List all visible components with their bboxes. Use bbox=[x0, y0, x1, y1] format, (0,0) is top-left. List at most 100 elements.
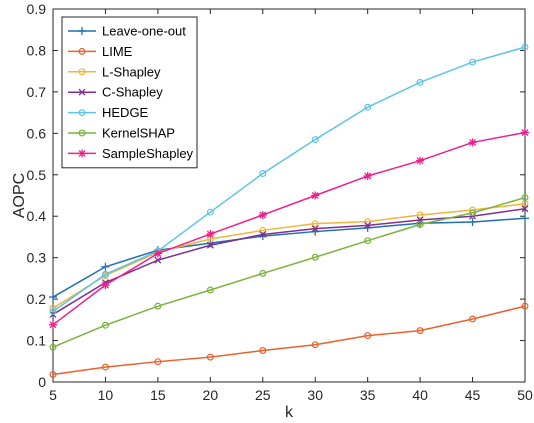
series-leave-one-out bbox=[49, 214, 529, 302]
data-point bbox=[521, 302, 529, 310]
legend-label: LIME bbox=[102, 44, 133, 59]
x-tick-label: 45 bbox=[465, 387, 481, 403]
series-line bbox=[52, 131, 526, 326]
data-point bbox=[416, 211, 424, 219]
data-point bbox=[311, 220, 319, 228]
legend-label: L-Shapley bbox=[102, 64, 161, 79]
legend-label: KernelSHAP bbox=[102, 126, 175, 141]
series-line bbox=[52, 203, 526, 309]
series-hedge bbox=[49, 43, 529, 316]
legend-item: SampleShapley bbox=[68, 146, 194, 161]
data-point bbox=[364, 221, 372, 229]
x-tick-label: 35 bbox=[360, 387, 376, 403]
x-tick-label: 50 bbox=[517, 387, 533, 403]
legend-label: HEDGE bbox=[102, 105, 149, 120]
data-point bbox=[416, 78, 424, 86]
data-point bbox=[259, 226, 267, 234]
x-tick-label: 40 bbox=[412, 387, 428, 403]
data-point bbox=[78, 109, 86, 117]
legend-item: HEDGE bbox=[68, 105, 149, 120]
y-axis: 0 0.1 0.2 0.3 0.4 0.5 0.6 0.7 0.8 0.9 bbox=[27, 1, 525, 390]
data-point bbox=[78, 88, 86, 96]
data-point bbox=[311, 253, 319, 261]
x-axis: 5 10 15 20 25 30 35 40 45 50 bbox=[49, 9, 533, 403]
data-point bbox=[521, 194, 529, 202]
legend-item: Leave-one-out bbox=[68, 24, 186, 39]
data-point bbox=[101, 363, 109, 371]
data-point bbox=[521, 214, 529, 223]
marker-stroke bbox=[259, 230, 267, 238]
x-tick-label: 25 bbox=[255, 387, 271, 403]
data-point bbox=[206, 353, 214, 361]
data-point bbox=[259, 347, 267, 354]
data-point bbox=[78, 47, 86, 55]
data-point bbox=[469, 58, 477, 66]
data-point bbox=[154, 302, 162, 310]
y-tick-label: 0.4 bbox=[27, 208, 47, 224]
marker-stroke bbox=[206, 230, 214, 238]
marker-stroke bbox=[469, 138, 477, 146]
data-point bbox=[469, 315, 477, 323]
marker-stroke bbox=[78, 149, 86, 157]
data-point bbox=[78, 27, 86, 35]
data-point bbox=[259, 269, 267, 277]
data-point bbox=[154, 256, 162, 264]
data-point bbox=[206, 230, 215, 239]
x-tick-label: 30 bbox=[307, 387, 323, 403]
data-point bbox=[101, 270, 109, 278]
x-tick-label: 10 bbox=[98, 387, 114, 403]
data-point bbox=[153, 249, 162, 258]
y-tick-label: 0.7 bbox=[27, 84, 47, 100]
data-point bbox=[311, 341, 319, 349]
marker-stroke bbox=[364, 221, 372, 229]
marker-stroke bbox=[521, 129, 529, 136]
data-point bbox=[258, 210, 267, 219]
data-point bbox=[311, 225, 319, 233]
data-point bbox=[259, 170, 267, 178]
x-axis-label: k bbox=[285, 404, 294, 421]
marker-stroke bbox=[49, 321, 57, 329]
marker-stroke bbox=[154, 256, 162, 264]
y-tick-label: 0.1 bbox=[27, 333, 47, 349]
series-line bbox=[52, 196, 526, 348]
marker-stroke bbox=[206, 241, 214, 249]
series-line bbox=[52, 46, 526, 313]
y-tick-label: 0.2 bbox=[27, 291, 47, 307]
data-point bbox=[206, 286, 214, 294]
marker-stroke bbox=[364, 172, 372, 180]
y-tick-label: 0 bbox=[38, 374, 46, 390]
legend-item: L-Shapley bbox=[68, 64, 161, 79]
marker-stroke bbox=[416, 157, 424, 165]
data-point bbox=[364, 237, 372, 245]
y-tick-label: 0.6 bbox=[27, 125, 47, 141]
x-tick-label: 5 bbox=[49, 387, 57, 403]
legend-label: C-Shapley bbox=[102, 85, 163, 100]
data-point bbox=[521, 128, 529, 137]
data-point bbox=[521, 43, 529, 51]
data-point bbox=[49, 293, 57, 302]
series-sampleshapley bbox=[49, 128, 529, 329]
data-point bbox=[78, 149, 86, 158]
data-point bbox=[416, 156, 425, 165]
y-tick-label: 0.5 bbox=[27, 167, 47, 183]
data-point bbox=[49, 320, 57, 329]
data-point bbox=[49, 343, 57, 351]
data-point bbox=[469, 209, 477, 217]
data-point bbox=[154, 358, 162, 366]
marker-stroke bbox=[311, 225, 319, 233]
marker-stroke bbox=[154, 250, 162, 257]
legend-item: KernelSHAP bbox=[68, 126, 175, 141]
marker-stroke bbox=[521, 205, 529, 213]
marker-stroke bbox=[311, 192, 319, 199]
data-point bbox=[363, 172, 372, 181]
legend-label: SampleShapley bbox=[102, 146, 194, 161]
y-axis-label: AOPC bbox=[11, 173, 28, 218]
y-tick-label: 0.3 bbox=[27, 250, 47, 266]
series-kernelshap bbox=[49, 194, 529, 351]
data-point bbox=[468, 138, 477, 147]
x-tick-label: 20 bbox=[203, 387, 219, 403]
marker-stroke bbox=[259, 211, 267, 219]
legend-item: C-Shapley bbox=[68, 85, 163, 100]
